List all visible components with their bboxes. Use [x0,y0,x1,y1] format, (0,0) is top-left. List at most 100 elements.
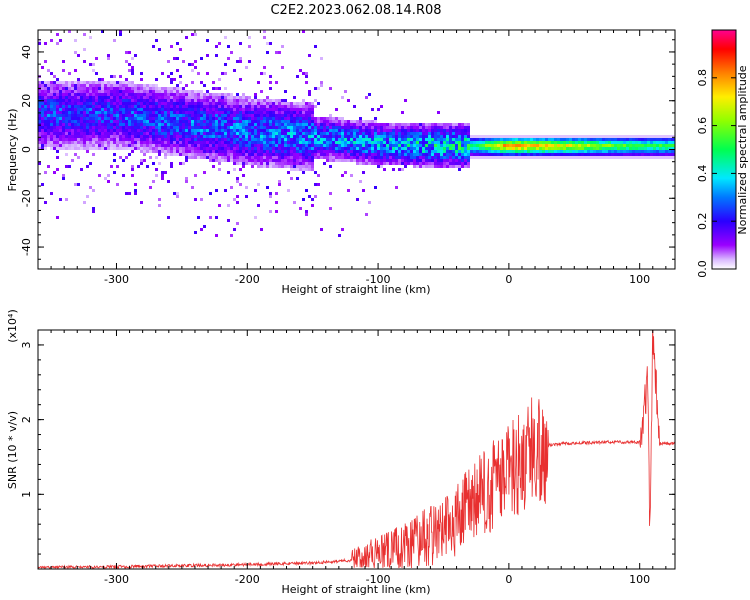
spectrogram-cell [143,114,146,117]
spectrogram-cell [329,138,332,141]
spectrogram-cell [455,153,458,156]
spectrogram-cell [155,90,158,93]
spectrogram-cell [149,186,152,189]
spectrogram-cell [380,123,383,126]
spectrogram-cell [536,150,539,153]
spectrogram-cell [440,156,443,159]
spectrogram-cell [221,96,224,99]
spectrogram-cell [83,96,86,99]
spectrogram-cell [440,123,443,126]
spectrogram-cell [179,120,182,123]
spectrogram-cell [161,114,164,117]
spectrogram-cell [587,144,590,147]
spectrogram-cell [224,141,227,144]
spectrogram-cell [440,126,443,129]
spectrogram-cell [191,141,194,144]
spectrogram-cell [491,138,494,141]
spectrogram-cell [467,165,470,168]
spectrogram-cell [206,105,209,108]
spectrogram-cell [521,141,524,144]
spectrogram-cell [251,114,254,117]
spectrogram-cell [158,162,161,165]
spectrogram-cell [665,141,668,144]
spectrogram-cell [113,114,116,117]
spectrogram-cell [236,114,239,117]
spectrogram-cell [302,102,305,105]
spectrogram-cell [251,111,254,114]
spectrogram-cell [77,117,80,120]
spectrogram-cell [293,153,296,156]
spectrogram-cell [155,168,158,171]
spectrogram-cell [551,147,554,150]
spectrogram-cell [344,159,347,162]
spectrogram-cell [269,135,272,138]
spectrogram-cell [350,126,353,129]
spectrogram-cell [230,153,233,156]
spectrogram-cell [416,126,419,129]
spectrogram-cell [170,147,173,150]
spectrogram-cell [146,114,149,117]
spectrogram-cell [194,174,197,177]
spectrogram-cell [152,96,155,99]
spectrogram-cell [551,135,554,138]
spectrogram-cell [434,156,437,159]
spectrogram-cell [290,162,293,165]
spectrogram-cell [161,144,164,147]
spectrogram-cell [41,126,44,129]
spectrogram-cell [143,153,146,156]
spectrogram-cell [263,129,266,132]
spectrogram-cell [428,132,431,135]
spectrogram-cell [545,138,548,141]
spectrogram-cell [308,168,311,171]
spectrogram-cell [404,147,407,150]
spectrogram-cell [671,150,674,153]
spectrogram-cell [200,144,203,147]
spectrogram-cell [218,138,221,141]
spectrogram-cell [470,150,473,153]
spectrogram-cell [125,135,128,138]
spectrogram-cell [116,141,119,144]
spectrogram-cell [668,141,671,144]
spectrogram-cell [38,90,41,93]
spectrogram-cell [239,129,242,132]
spectrogram-cell [122,114,125,117]
spectrogram-cell [41,90,44,93]
spectrogram-cell [281,66,284,69]
y-tick-label: 3 [20,341,33,348]
spectrogram-cell [482,141,485,144]
spectrogram-cell [110,96,113,99]
spectrogram-cell [77,126,80,129]
spectrogram-cell [530,150,533,153]
spectrogram-cell [95,57,98,60]
spectrogram-cell [242,165,245,168]
spectrogram-cell [458,162,461,165]
spectrogram-cell [575,156,578,159]
spectrogram-cell [188,126,191,129]
spectrogram-cell [257,162,260,165]
spectrogram-cell [95,126,98,129]
spectrogram-cell [326,141,329,144]
spectrogram-cell [293,201,296,204]
spectrogram-cell [212,114,215,117]
spectrogram-cell [134,189,137,192]
spectrogram-cell [197,111,200,114]
spectrogram-cell [41,105,44,108]
spectrogram-cell [407,123,410,126]
spectrogram-cell [290,156,293,159]
spectrogram-cell [149,96,152,99]
spectrogram-cell [233,105,236,108]
spectrogram-cell [239,153,242,156]
spectrogram-cell [155,117,158,120]
spectrogram-cell [284,150,287,153]
spectrogram-cell [134,102,137,105]
spectrogram-cell [191,114,194,117]
spectrogram-cell [128,105,131,108]
spectrogram-cell [461,126,464,129]
spectrogram-cell [467,129,470,132]
spectrogram-cell [440,129,443,132]
spectrogram-cell [197,144,200,147]
spectrogram-cell [101,144,104,147]
spectrogram-cell [374,162,377,165]
spectrogram-cell [95,144,98,147]
spectrogram-cell [230,138,233,141]
